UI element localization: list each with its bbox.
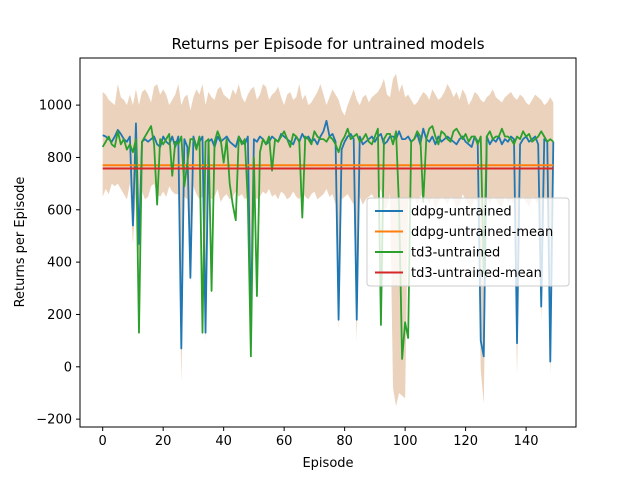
- legend-label: ddpg-untrained-mean: [411, 225, 553, 240]
- y-tick-label: −200: [36, 413, 72, 428]
- series-line-2: [101, 125, 554, 360]
- td3-variance-band: [102, 73, 554, 407]
- x-tick-label: 100: [393, 434, 418, 449]
- legend-label: td3-untrained-mean: [411, 266, 542, 281]
- legend-label: ddpg-untrained: [411, 205, 512, 220]
- ddpg-variance-band: [102, 73, 554, 407]
- plot-area: [101, 73, 555, 407]
- y-tick-label: 600: [47, 203, 72, 218]
- legend-box: [366, 197, 570, 287]
- x-axis-label: Episode: [302, 456, 353, 471]
- y-tick-label: 1000: [39, 99, 72, 114]
- x-tick-label: 60: [276, 434, 293, 449]
- y-tick-label: 400: [47, 256, 72, 271]
- y-axis: −200 0 200 400 600 800 1000: [36, 99, 80, 428]
- legend: ddpg-untrained ddpg-untrained-mean td3-un…: [366, 197, 570, 287]
- axes-frame: [79, 57, 577, 428]
- y-axis-label: Returns per Episode: [13, 177, 28, 308]
- chart-title: Returns per Episode for untrained models: [171, 35, 484, 53]
- x-tick-label: 40: [215, 434, 232, 449]
- y-tick-label: 800: [47, 151, 72, 166]
- x-tick-label: 140: [514, 434, 539, 449]
- x-axis: 0 20 40 60 80 100 120 140: [99, 427, 539, 449]
- x-tick-label: 80: [336, 434, 353, 449]
- y-tick-label: 200: [47, 308, 72, 323]
- x-tick-label: 20: [155, 434, 172, 449]
- series-line-0: [102, 119, 555, 363]
- legend-label: td3-untrained: [411, 246, 500, 261]
- x-tick-label: 120: [453, 434, 478, 449]
- x-tick-label: 0: [99, 434, 107, 449]
- y-tick-label: 0: [64, 360, 72, 375]
